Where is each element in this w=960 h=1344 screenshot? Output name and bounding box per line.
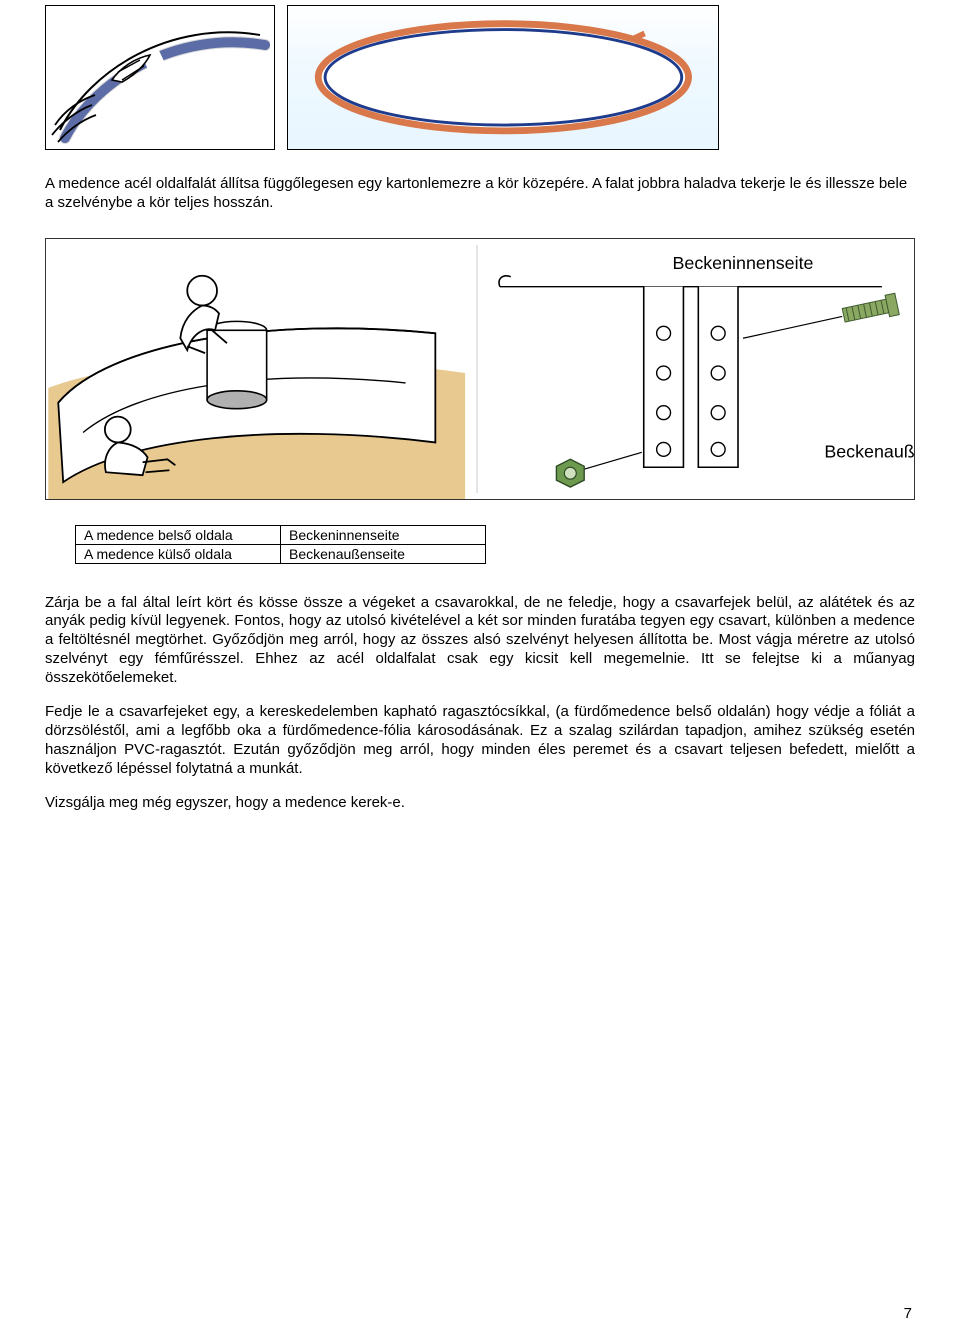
table-row: A medence belső oldala Beckeninnenseite xyxy=(76,525,486,544)
figure-hands-rail xyxy=(45,5,275,150)
figure-oval-track xyxy=(287,5,719,150)
label-translation-table: A medence belső oldala Beckeninnenseite … xyxy=(75,525,486,564)
label-inner-side: Beckeninnenseite xyxy=(672,252,813,272)
table-cell: Beckenaußenseite xyxy=(281,544,486,563)
paragraph-check-round: Vizsgálja meg még egyszer, hogy a medenc… xyxy=(45,794,915,813)
table-row: A medence külső oldala Beckenaußenseite xyxy=(76,544,486,563)
label-outer-side: Beckenaußenseite xyxy=(824,441,914,461)
figure-assembly-wall: Beckeninnenseite xyxy=(45,238,915,500)
table-cell: A medence belső oldala xyxy=(76,525,281,544)
paragraph-close-wall: Zárja be a fal által leírt kört és kösse… xyxy=(45,594,915,688)
table-cell: Beckeninnenseite xyxy=(281,525,486,544)
paragraph-intro: A medence acél oldalfalát állítsa függől… xyxy=(45,175,915,213)
page-number: 7 xyxy=(904,1305,912,1322)
paragraph-cover-screws: Fedje le a csavarfejeket egy, a keresked… xyxy=(45,703,915,778)
top-figure-row xyxy=(45,5,915,150)
body-text-block: Zárja be a fal által leírt kört és kösse… xyxy=(45,594,915,814)
table-cell: A medence külső oldala xyxy=(76,544,281,563)
